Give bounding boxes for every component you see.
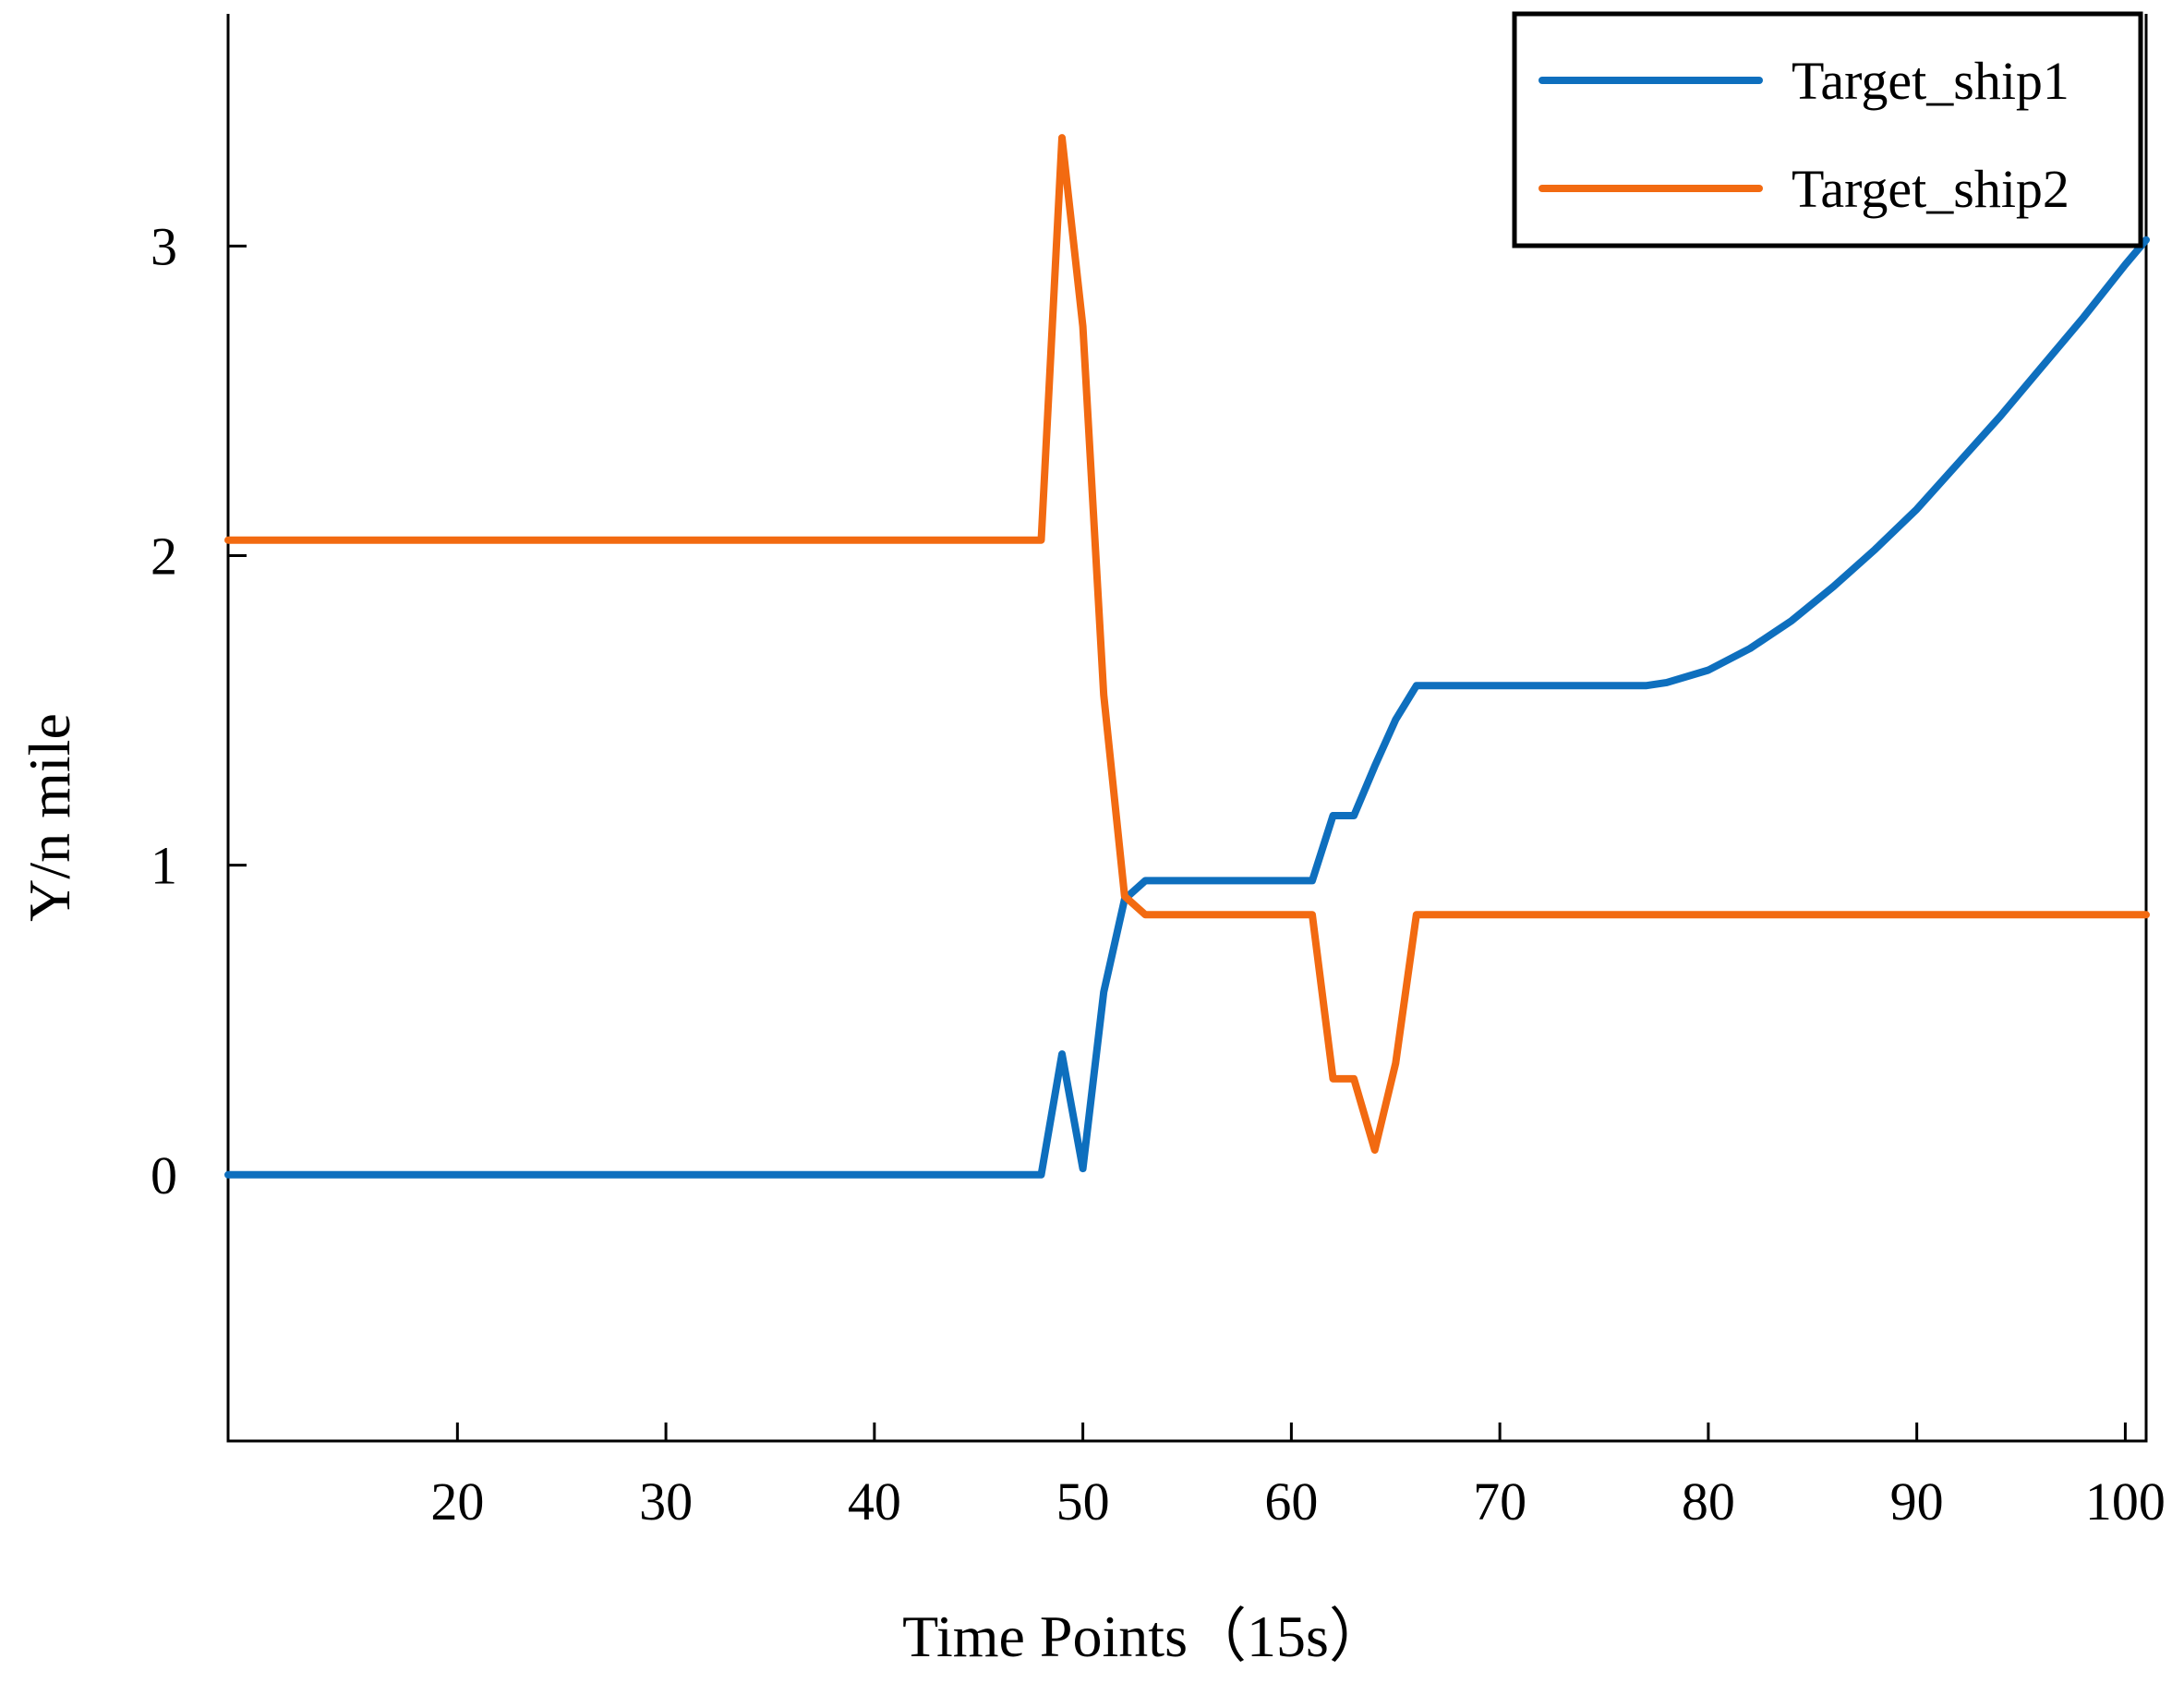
series-lines (224, 134, 2150, 1179)
y-tick-label: 1 (151, 836, 177, 896)
x-tick-label: 20 (430, 1471, 484, 1532)
x-tick-label: 90 (1890, 1471, 1944, 1532)
axes: 20 30 40 50 60 70 80 90 100 0 1 2 3 (151, 14, 2166, 1532)
series-line-2 (224, 134, 2150, 1154)
legend-label: Target_ship1 (1792, 51, 2069, 111)
x-tick-label: 80 (1682, 1471, 1735, 1532)
legend: Target_ship1 Target_ship2 (1512, 11, 2143, 248)
legend-box (1512, 11, 2143, 248)
x-tick-label: 60 (1264, 1471, 1318, 1532)
legend-label: Target_ship2 (1792, 159, 2069, 219)
x-tick-label: 30 (639, 1471, 693, 1532)
x-axis-title: Time Points（15s） (902, 1604, 1388, 1669)
x-tick-label: 100 (2085, 1471, 2166, 1532)
x-tick-label: 70 (1473, 1471, 1526, 1532)
y-tick-label: 3 (151, 216, 177, 276)
y-tick-label: 2 (151, 526, 177, 586)
x-tick-label: 40 (848, 1471, 901, 1532)
y-axis-title: Y/n mile (17, 713, 82, 922)
x-tick-label: 50 (1056, 1471, 1110, 1532)
series-line-1 (224, 236, 2150, 1179)
plot-frame (226, 14, 2148, 1443)
y-tick-label: 0 (151, 1145, 177, 1205)
